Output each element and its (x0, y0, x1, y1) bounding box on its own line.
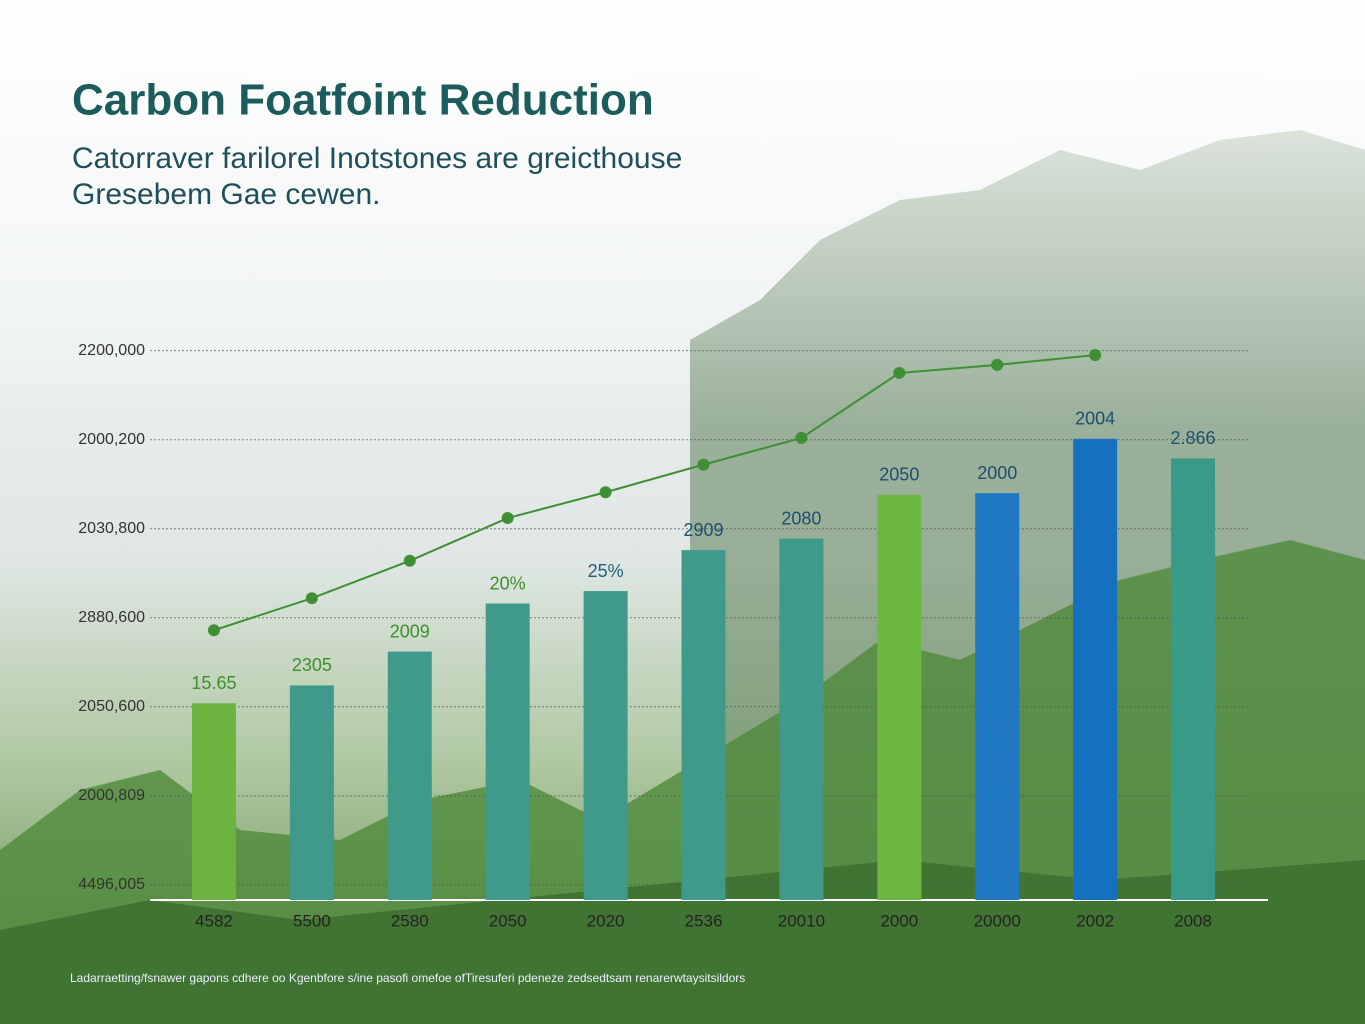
x-tick-label: 2008 (1174, 911, 1212, 930)
line-point (599, 486, 612, 499)
bar-label: 15.65 (191, 673, 236, 693)
chart-title: Carbon Foatfoint Reduction (72, 76, 654, 125)
bar-label: 2909 (683, 520, 723, 540)
line-point (207, 624, 220, 637)
x-tick-label: 2020 (587, 911, 625, 930)
y-tick-label: 2880,600 (78, 609, 145, 626)
x-tick-label: 2000 (880, 911, 918, 930)
x-tick-label: 2002 (1076, 911, 1114, 930)
bar (681, 550, 726, 900)
x-tick-label: 2580 (391, 911, 429, 930)
bar-label: 2305 (292, 655, 332, 675)
bar-label: 2050 (879, 465, 919, 485)
x-tick-label: 2536 (685, 911, 723, 930)
bar (975, 493, 1020, 900)
x-tick-label: 5500 (293, 911, 331, 930)
bar (1073, 438, 1118, 900)
bar (387, 651, 432, 900)
x-tick-label: 20000 (974, 911, 1021, 930)
bar (191, 703, 236, 900)
bar-label: 2004 (1075, 409, 1115, 429)
bar-label: 2009 (390, 621, 430, 641)
bar-label: 2.866 (1171, 428, 1216, 448)
y-tick-label: 2000,200 (78, 431, 145, 448)
bar (779, 538, 824, 900)
footnote: Ladarraetting/fsnawer gapons cdhere oo K… (70, 971, 745, 985)
line-point (893, 366, 906, 379)
line (213, 354, 1096, 632)
subtitle-line: Catorraver farilorel Inotstones are grei… (72, 142, 682, 175)
line-point (697, 458, 710, 471)
line-point (991, 358, 1004, 371)
bar (289, 685, 334, 900)
y-tick-label: 2200,000 (78, 342, 145, 359)
line-point (1089, 349, 1102, 362)
bar-label: 20% (490, 573, 526, 593)
bar (485, 603, 530, 900)
y-tick-label: 2030,800 (78, 520, 145, 537)
line-point (795, 431, 808, 444)
subtitle-line: Gresebem Gae cewen. (72, 178, 380, 211)
x-tick-label: 4582 (195, 911, 233, 930)
bar-label: 25% (588, 561, 624, 581)
line-point (305, 592, 318, 605)
bar-label: 2080 (781, 508, 821, 528)
line-point (403, 554, 416, 567)
y-tick-label: 4496,005 (78, 876, 145, 893)
bar-label: 2000 (977, 463, 1017, 483)
y-tick-label: 2050,600 (78, 698, 145, 715)
x-tick-label: 20010 (778, 911, 825, 930)
bar (877, 494, 922, 900)
bar (583, 591, 628, 900)
bar (1171, 458, 1216, 900)
y-tick-label: 2000,809 (78, 787, 145, 804)
line-point (501, 512, 514, 525)
x-tick-label: 2050 (489, 911, 527, 930)
